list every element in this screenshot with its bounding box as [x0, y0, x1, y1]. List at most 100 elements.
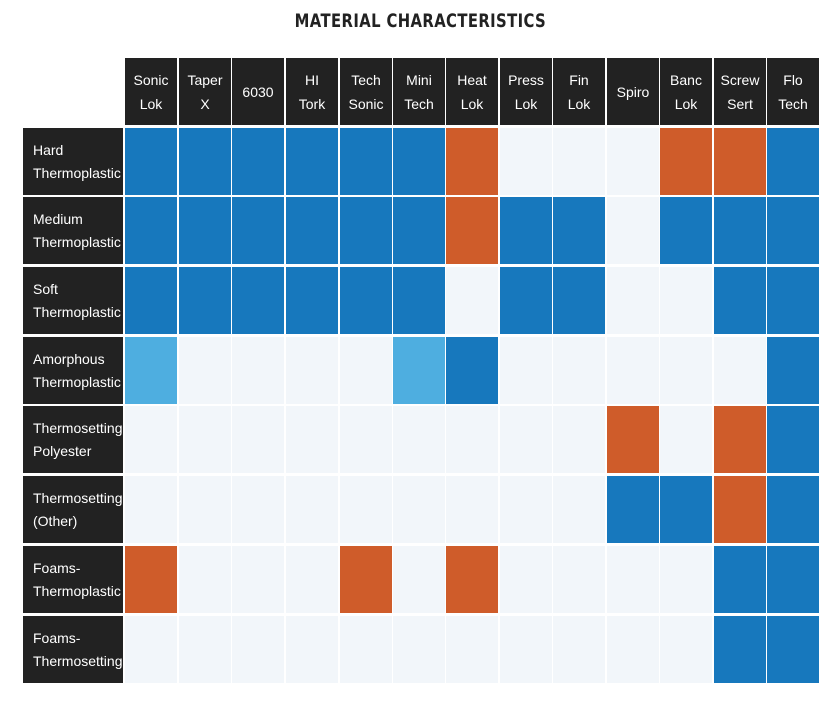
col-header-screw-sert: Screw Sert [714, 58, 766, 125]
cell-r0-c9 [607, 128, 659, 195]
cell-r1-c6 [446, 197, 498, 264]
cell-r1-c10 [660, 197, 712, 264]
col-header-tech-sonic: Tech Sonic [340, 58, 392, 125]
cell-r4-c9 [607, 406, 659, 473]
cell-r1-c3 [286, 197, 338, 264]
cell-r2-c4 [340, 267, 392, 334]
row-header-amorphous-thermoplastic: Amorphous Thermoplastic [23, 337, 123, 404]
cell-r4-c4 [340, 406, 392, 473]
cell-r3-c1 [179, 337, 231, 404]
cell-r3-c2 [232, 337, 284, 404]
cell-r2-c5 [393, 267, 445, 334]
cell-r1-c1 [179, 197, 231, 264]
cell-r5-c9 [607, 476, 659, 543]
cell-r3-c9 [607, 337, 659, 404]
cell-r5-c4 [340, 476, 392, 543]
cell-r0-c6 [446, 128, 498, 195]
cell-r6-c5 [393, 546, 445, 613]
cell-r5-c7 [500, 476, 552, 543]
cell-r6-c6 [446, 546, 498, 613]
cell-r0-c1 [179, 128, 231, 195]
cell-r1-c4 [340, 197, 392, 264]
cell-r7-c1 [179, 616, 231, 683]
cell-r7-c10 [660, 616, 712, 683]
cell-r4-c1 [179, 406, 231, 473]
cell-r3-c3 [286, 337, 338, 404]
cell-r7-c9 [607, 616, 659, 683]
cell-r6-c2 [232, 546, 284, 613]
cell-r3-c6 [446, 337, 498, 404]
cell-r7-c6 [446, 616, 498, 683]
cell-r5-c8 [553, 476, 605, 543]
cell-r5-c11 [714, 476, 766, 543]
col-header-hi-tork: HI Tork [286, 58, 338, 125]
col-header-6030: 6030 [232, 58, 284, 125]
cell-r0-c5 [393, 128, 445, 195]
chart-title: MATERIAL CHARACTERISTICS [294, 10, 547, 32]
cell-r1-c8 [553, 197, 605, 264]
cell-r2-c11 [714, 267, 766, 334]
cell-r2-c8 [553, 267, 605, 334]
cell-r4-c2 [232, 406, 284, 473]
row-header-thermosetting-other: Thermosetting (Other) [23, 476, 123, 543]
cell-r7-c7 [500, 616, 552, 683]
col-header-taper-x: Taper X [179, 58, 231, 125]
cell-r6-c9 [607, 546, 659, 613]
col-header-banc-lok: Banc Lok [660, 58, 712, 125]
cell-r2-c12 [767, 267, 819, 334]
cell-r6-c11 [714, 546, 766, 613]
row-header-soft-thermoplastic: Soft Thermoplastic [23, 267, 123, 334]
row-header-foams-thermoplastic: Foams- Thermoplastic [23, 546, 123, 613]
cell-r2-c9 [607, 267, 659, 334]
cell-r3-c8 [553, 337, 605, 404]
cell-r1-c9 [607, 197, 659, 264]
cell-r7-c8 [553, 616, 605, 683]
col-header-flo-tech: Flo Tech [767, 58, 819, 125]
col-header-fin-lok: Fin Lok [553, 58, 605, 125]
row-header-thermosetting-polyester: Thermosetting Polyester [23, 406, 123, 473]
cell-r0-c12 [767, 128, 819, 195]
cell-r5-c0 [125, 476, 177, 543]
cell-r0-c8 [553, 128, 605, 195]
cell-r4-c12 [767, 406, 819, 473]
cell-r4-c0 [125, 406, 177, 473]
cell-r5-c5 [393, 476, 445, 543]
cell-r7-c0 [125, 616, 177, 683]
row-header-medium-thermoplastic: Medium Thermoplastic [23, 197, 123, 264]
cell-r2-c2 [232, 267, 284, 334]
cell-r3-c4 [340, 337, 392, 404]
row-header-hard-thermoplastic: Hard Thermoplastic [23, 128, 123, 195]
cell-r5-c12 [767, 476, 819, 543]
cell-r3-c11 [714, 337, 766, 404]
cell-r6-c7 [500, 546, 552, 613]
col-header-heat-lok: Heat Lok [446, 58, 498, 125]
cell-r2-c3 [286, 267, 338, 334]
cell-r0-c10 [660, 128, 712, 195]
cell-r1-c0 [125, 197, 177, 264]
cell-r6-c8 [553, 546, 605, 613]
cell-r3-c12 [767, 337, 819, 404]
cell-r7-c12 [767, 616, 819, 683]
cell-r5-c10 [660, 476, 712, 543]
cell-r1-c7 [500, 197, 552, 264]
cell-r6-c10 [660, 546, 712, 613]
cell-r2-c6 [446, 267, 498, 334]
row-header-foams-thermosetting: Foams- Thermosetting [23, 616, 123, 683]
cell-r4-c10 [660, 406, 712, 473]
cell-r0-c2 [232, 128, 284, 195]
cell-r0-c4 [340, 128, 392, 195]
cell-r0-c3 [286, 128, 338, 195]
cell-r2-c10 [660, 267, 712, 334]
cell-r3-c5 [393, 337, 445, 404]
cell-r4-c5 [393, 406, 445, 473]
cell-r1-c2 [232, 197, 284, 264]
cell-r5-c2 [232, 476, 284, 543]
cell-r3-c7 [500, 337, 552, 404]
cell-r1-c11 [714, 197, 766, 264]
cell-r0-c0 [125, 128, 177, 195]
cell-r6-c12 [767, 546, 819, 613]
col-header-spiro: Spiro [607, 58, 659, 125]
cell-r7-c5 [393, 616, 445, 683]
col-header-press-lok: Press Lok [500, 58, 552, 125]
